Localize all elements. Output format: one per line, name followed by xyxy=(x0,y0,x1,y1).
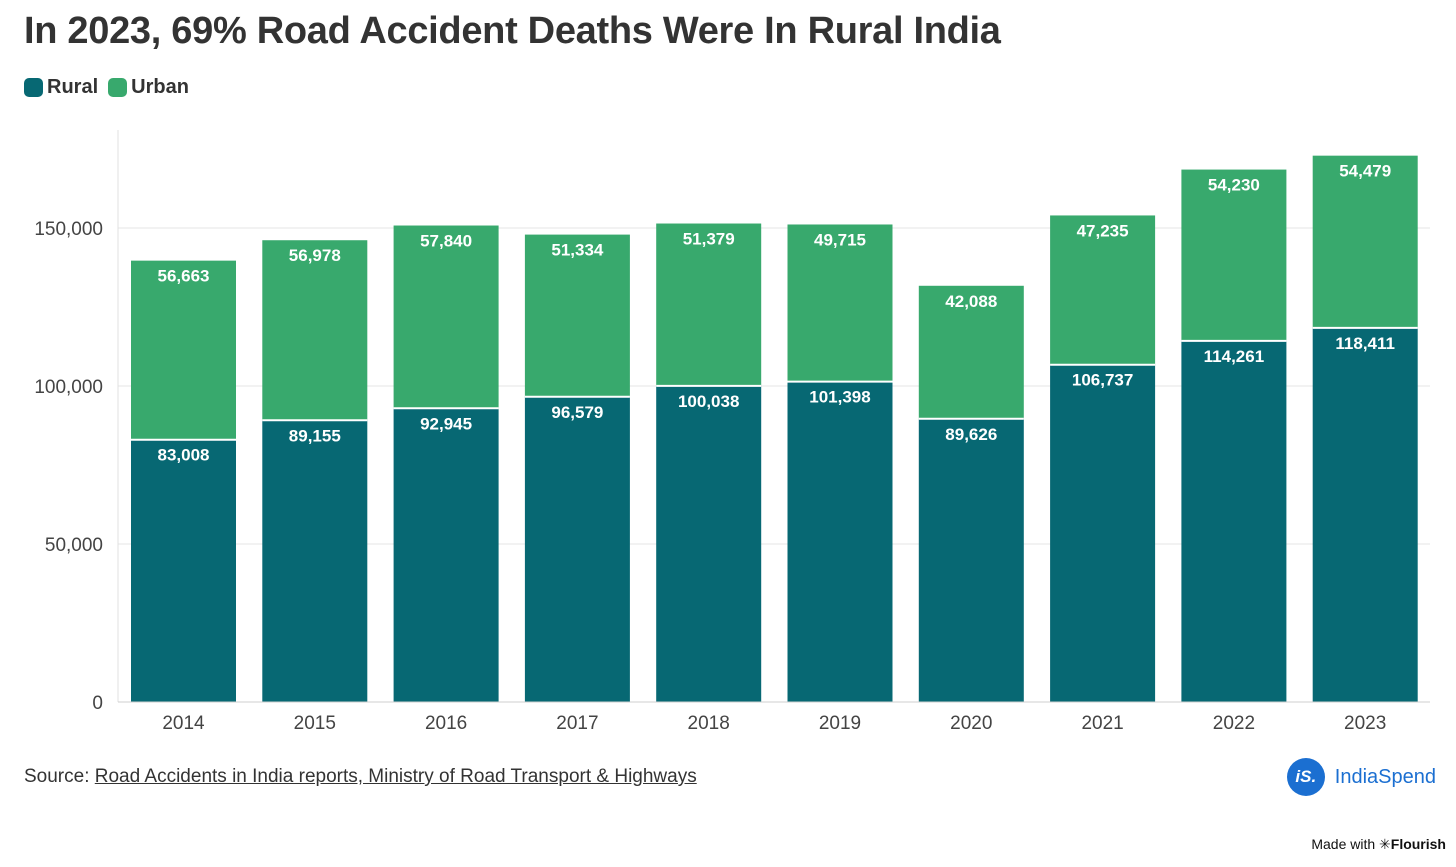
data-label-urban-2019: 49,715 xyxy=(814,230,866,249)
bar-rural-2015 xyxy=(262,420,368,702)
data-label-rural-2018: 100,038 xyxy=(678,392,739,411)
data-label-urban-2016: 57,840 xyxy=(420,232,472,251)
x-tick-label: 2014 xyxy=(162,713,205,734)
x-tick-label: 2019 xyxy=(819,713,861,734)
legend-label-rural: Rural xyxy=(47,76,99,98)
bar-urban-2018 xyxy=(656,223,762,386)
y-tick-label: 150,000 xyxy=(34,219,103,240)
credit-name: Flourish xyxy=(1390,836,1446,852)
legend-swatch-rural xyxy=(24,78,43,97)
source-note: Source: Road Accidents in India reports,… xyxy=(24,766,697,788)
bar-rural-2014 xyxy=(131,439,236,702)
data-label-rural-2022: 114,261 xyxy=(1204,347,1265,366)
data-label-urban-2015: 56,978 xyxy=(289,246,341,265)
bar-rural-2016 xyxy=(393,408,499,702)
flourish-credit[interactable]: Made with ✳Flourish xyxy=(1311,836,1446,853)
legend-swatch-urban xyxy=(108,78,128,97)
bar-urban-2017 xyxy=(524,234,630,397)
data-label-urban-2017: 51,334 xyxy=(551,241,604,260)
bar-urban-2023 xyxy=(1312,155,1418,328)
stacked-bar-chart: 0 50,000 100,000 150,000 83,008 56,663 2014 89,… xyxy=(34,130,1430,734)
credit-prefix: Made with xyxy=(1311,836,1380,852)
x-tick-label: 2015 xyxy=(294,713,336,734)
bar-urban-2014 xyxy=(131,260,236,440)
indiaspend-logo-icon: iS. xyxy=(1286,758,1325,796)
y-tick-label: 50,000 xyxy=(45,535,103,556)
bar-rural-2023 xyxy=(1312,327,1418,702)
bar-urban-2020 xyxy=(918,285,1024,419)
legend-item-urban[interactable]: Urban xyxy=(108,76,189,99)
y-tick-label: 0 xyxy=(92,693,103,714)
data-label-urban-2018: 51,379 xyxy=(683,230,735,249)
x-tick-label: 2018 xyxy=(688,713,730,734)
data-label-rural-2014: 83,008 xyxy=(158,446,210,465)
bar-rural-2020 xyxy=(918,418,1024,702)
data-label-urban-2022: 54,230 xyxy=(1208,176,1260,195)
x-tick-label: 2016 xyxy=(425,713,467,734)
bar-urban-2019 xyxy=(787,224,893,382)
y-tick-label: 100,000 xyxy=(34,377,103,398)
bar-rural-2021 xyxy=(1050,364,1156,702)
data-label-rural-2015: 89,155 xyxy=(289,426,341,445)
data-label-rural-2020: 89,626 xyxy=(945,425,997,444)
bar-urban-2015 xyxy=(262,240,368,421)
bar-urban-2022 xyxy=(1181,169,1287,341)
legend-item-rural[interactable]: Rural xyxy=(24,76,98,99)
legend: Rural Urban xyxy=(24,76,189,99)
brand-logo[interactable]: iS. IndiaSpend xyxy=(1286,758,1436,796)
bar-rural-2019 xyxy=(787,381,893,702)
source-prefix: Source: xyxy=(24,766,95,787)
bar-rural-2022 xyxy=(1181,340,1287,702)
legend-label-urban: Urban xyxy=(131,76,189,98)
data-label-urban-2023: 54,479 xyxy=(1339,162,1391,181)
data-label-rural-2019: 101,398 xyxy=(809,388,870,407)
data-label-urban-2020: 42,088 xyxy=(945,292,997,311)
data-label-rural-2016: 92,945 xyxy=(420,414,472,433)
flourish-star-icon: ✳ xyxy=(1379,836,1391,852)
x-tick-label: 2017 xyxy=(556,713,598,734)
data-label-urban-2014: 56,663 xyxy=(158,267,210,286)
bar-rural-2018 xyxy=(656,385,762,702)
brand-name: IndiaSpend xyxy=(1334,765,1436,788)
bar-urban-2016 xyxy=(393,225,499,409)
source-link[interactable]: Road Accidents in India reports, Ministr… xyxy=(94,766,697,787)
chart-title: In 2023, 69% Road Accident Deaths Were I… xyxy=(24,10,1001,52)
x-tick-label: 2022 xyxy=(1213,713,1255,734)
data-label-rural-2021: 106,737 xyxy=(1072,371,1133,390)
bar-urban-2021 xyxy=(1050,215,1156,365)
bar-rural-2017 xyxy=(524,396,630,702)
data-label-urban-2021: 47,235 xyxy=(1077,221,1129,240)
x-tick-label: 2020 xyxy=(950,713,992,734)
x-tick-label: 2021 xyxy=(1081,713,1123,734)
data-label-rural-2017: 96,579 xyxy=(551,403,603,422)
x-tick-label: 2023 xyxy=(1344,713,1386,734)
data-label-rural-2023: 118,411 xyxy=(1335,334,1395,353)
